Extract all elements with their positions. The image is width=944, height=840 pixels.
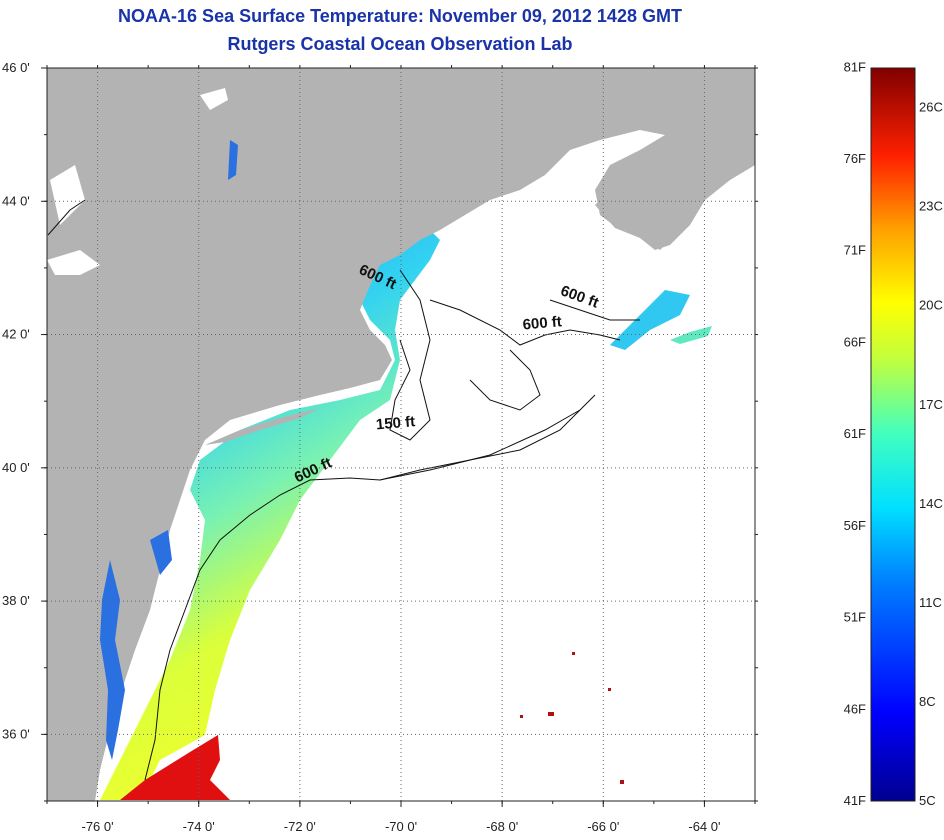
lon-tick-label: -72 0'	[284, 819, 316, 834]
land-mainland	[47, 68, 755, 801]
colorbar-fahrenheit-label: 46F	[844, 701, 866, 716]
colorbar-fahrenheit-label: 56F	[844, 518, 866, 533]
colorbar-fahrenheit-label: 51F	[844, 610, 866, 625]
warm-specks	[520, 652, 624, 784]
colorbar-celsius-label: 8C	[919, 694, 936, 709]
lat-tick-label: 38 0'	[2, 593, 30, 608]
colorbar-celsius-labels: 26C 23C 20C 17C 14C 11C 8C 5C	[919, 100, 943, 808]
latitude-axis: 46 0' 44 0' 42 0' 40 0' 38 0' 36 0'	[2, 60, 758, 802]
lon-tick-label: -68 0'	[486, 819, 518, 834]
colorbar-fahrenheit-label: 41F	[844, 793, 866, 808]
bathymetry-contours	[47, 199, 640, 781]
lat-tick-label: 40 0'	[2, 460, 30, 475]
depth-label: 150 ft	[375, 413, 416, 433]
lat-tick-label: 42 0'	[2, 327, 30, 342]
lon-tick-label: -64 0'	[688, 819, 720, 834]
longitude-axis: -76 0' -74 0' -72 0' -70 0' -68 0' -66 0' -64 …	[46, 65, 756, 834]
lake-champlain	[228, 140, 238, 180]
colorbar-fahrenheit-label: 66F	[844, 334, 866, 349]
depth-label: 600 ft	[522, 313, 563, 333]
colorbar-celsius-label: 17C	[919, 397, 943, 412]
colorbar-gradient	[870, 67, 916, 802]
colorbar-celsius-label: 11C	[919, 595, 942, 610]
colorbar-celsius-label: 5C	[919, 793, 936, 808]
colorbar-celsius-label: 20C	[919, 298, 943, 313]
colorbar-fahrenheit-label: 81F	[844, 59, 866, 74]
lon-tick-label: -66 0'	[587, 819, 619, 834]
colorbar: 81F 76F 71F 66F 61F 56F 51F 46F 41F 26C 23C 20C 17C…	[844, 59, 943, 808]
delaware-bay	[150, 530, 172, 575]
lon-tick-label: -70 0'	[385, 819, 417, 834]
lake-white	[200, 88, 228, 110]
land-nova-scotia	[595, 110, 755, 250]
map-title: NOAA-16 Sea Surface Temperature: Novembe…	[118, 6, 682, 26]
colorbar-fahrenheit-label: 71F	[844, 243, 866, 258]
lon-tick-label: -74 0'	[183, 819, 215, 834]
colorbar-fahrenheit-label: 76F	[844, 151, 866, 166]
lake-ontario	[47, 250, 100, 275]
lat-tick-label: 46 0'	[2, 60, 30, 75]
lat-tick-label: 36 0'	[2, 726, 30, 741]
gulf-stream-warm-water	[120, 735, 230, 800]
colorbar-fahrenheit-label: 61F	[844, 426, 866, 441]
map-subtitle: Rutgers Coastal Ocean Observation Lab	[227, 34, 573, 54]
land-long-island	[205, 408, 320, 445]
lake-white-west	[50, 165, 85, 225]
sst-patch-east	[610, 290, 690, 350]
colorbar-celsius-label: 14C	[919, 496, 943, 511]
colorbar-fahrenheit-labels: 81F 76F 71F 66F 61F 56F 51F 46F 41F	[844, 59, 866, 808]
chesapeake-bay	[100, 560, 125, 760]
lat-tick-label: 44 0'	[2, 193, 30, 208]
sst-field	[100, 230, 440, 800]
lon-tick-label: -76 0'	[82, 819, 114, 834]
colorbar-celsius-label: 26C	[919, 100, 943, 115]
colorbar-celsius-label: 23C	[919, 199, 943, 214]
